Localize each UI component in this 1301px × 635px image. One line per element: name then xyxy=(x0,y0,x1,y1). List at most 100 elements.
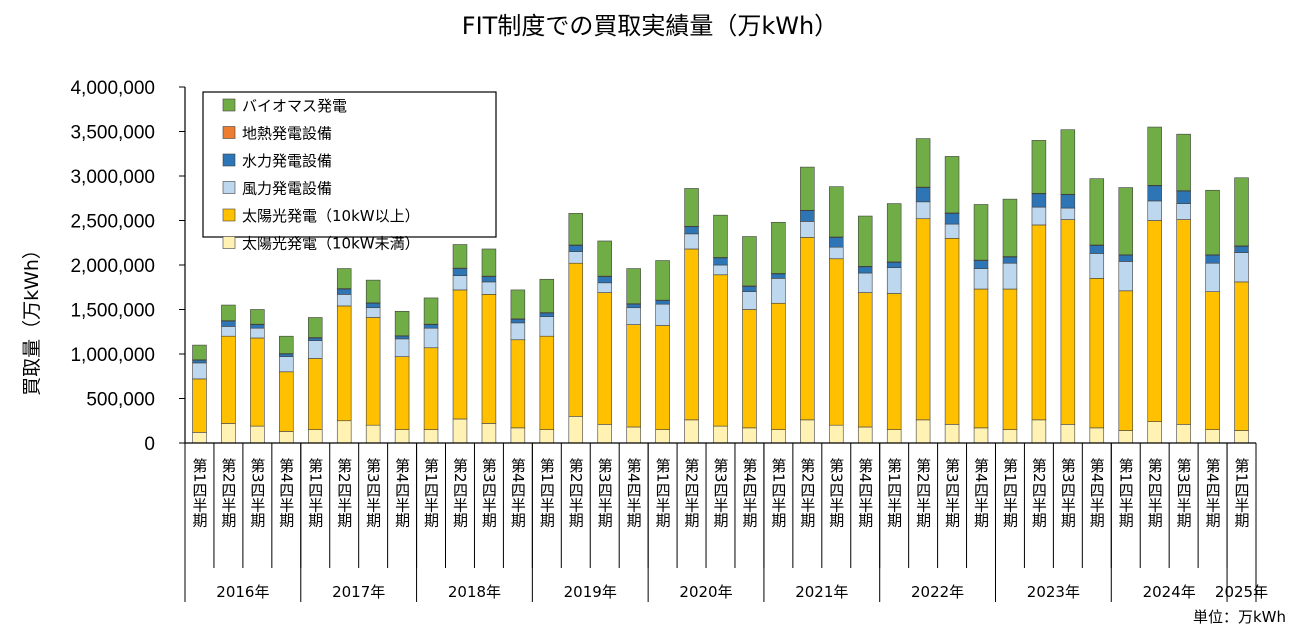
bar-segment xyxy=(800,210,815,222)
bar-segment xyxy=(1205,291,1220,430)
bar-segment xyxy=(192,362,207,380)
quarter-label: 第3四半期 xyxy=(596,457,614,529)
bar-segment xyxy=(1176,203,1191,220)
quarter-label: 第1四半期 xyxy=(1001,457,1019,529)
bar-segment xyxy=(1031,224,1047,421)
unit-label: 単位：万kWh xyxy=(1193,608,1286,626)
bar-segment xyxy=(1089,278,1105,429)
bar-segment xyxy=(279,371,294,432)
bar-segment xyxy=(192,378,207,433)
bar-segment xyxy=(365,317,381,426)
bar-segment xyxy=(1205,262,1220,293)
bar-segment xyxy=(1031,419,1047,444)
bar-segment xyxy=(250,425,265,444)
quarter-label: 第2四半期 xyxy=(798,457,816,529)
y-tick-label: 3,000,000 xyxy=(70,167,155,188)
y-tick-label: 1,000,000 xyxy=(70,345,155,366)
bars xyxy=(192,126,1249,444)
bar-segment xyxy=(1002,288,1018,430)
y-tick-label: 4,000,000 xyxy=(70,78,155,99)
bar-segment xyxy=(800,419,815,444)
quarter-label: 第4四半期 xyxy=(625,457,643,529)
bar-segment xyxy=(452,289,468,420)
bar-segment xyxy=(742,286,757,292)
bar-segment xyxy=(684,233,699,250)
bar-segment xyxy=(626,307,641,325)
bar-segment xyxy=(886,429,902,444)
legend-swatch xyxy=(222,153,236,167)
quarter-label: 第2四半期 xyxy=(1146,457,1164,529)
quarter-label: 第4四半期 xyxy=(1204,457,1222,529)
bar-segment xyxy=(394,335,410,340)
quarter-label: 第2四半期 xyxy=(914,457,932,529)
bar-segment xyxy=(539,335,555,430)
bar-segment xyxy=(481,281,497,295)
bar-segment xyxy=(597,276,612,284)
bar-segment xyxy=(597,240,612,277)
bar-segment xyxy=(221,320,236,327)
bar-segment xyxy=(1002,429,1018,444)
year-label: 2021年 xyxy=(795,583,848,601)
quarter-label: 第2四半期 xyxy=(451,457,469,529)
bar-segment xyxy=(742,427,757,444)
bar-segment xyxy=(829,186,844,238)
bar-segment xyxy=(1234,281,1249,431)
bar-segment xyxy=(857,266,873,274)
quarter-label: 第3四半期 xyxy=(827,457,845,529)
quarter-label: 第1四半期 xyxy=(306,457,324,529)
bar-segment xyxy=(336,305,352,422)
bar-segment xyxy=(915,201,931,220)
quarter-label: 第1四半期 xyxy=(769,457,787,529)
bar-segment xyxy=(973,204,989,261)
bar-segment xyxy=(452,244,468,269)
bar-segment xyxy=(1089,253,1105,279)
y-tick-labels: 0 500,000 1,000,000 1,500,000 2,000,000 2,500… xyxy=(70,78,185,455)
bar-segment xyxy=(886,267,902,294)
y-axis-title-group: 買取量（万kWh） xyxy=(21,240,43,396)
year-label: 2020年 xyxy=(679,583,732,601)
quarter-label: 第3四半期 xyxy=(480,457,498,529)
bar-segment xyxy=(1176,133,1191,191)
bar-segment xyxy=(655,429,670,444)
quarter-label: 第1四半期 xyxy=(422,457,440,529)
bar-segment xyxy=(655,300,670,305)
y-tick-label: 1,500,000 xyxy=(70,301,155,322)
bar-segment xyxy=(308,337,323,341)
bar-segment xyxy=(568,415,584,444)
axes xyxy=(184,87,1256,444)
quarter-label: 第1四半期 xyxy=(538,457,556,529)
quarter-label: 第4四半期 xyxy=(277,457,295,529)
quarter-label: 第4四半期 xyxy=(393,457,411,529)
bar-segment xyxy=(510,318,526,324)
bar-segment xyxy=(1147,200,1162,221)
bar-segment xyxy=(1060,424,1076,444)
bar-segment xyxy=(1002,198,1018,257)
bar-segment xyxy=(279,431,294,444)
bar-segment xyxy=(510,289,526,320)
legend-label: 太陽光発電（10kW未満） xyxy=(242,235,420,253)
y-tick-label: 3,500,000 xyxy=(70,123,155,144)
quarter-label: 第2四半期 xyxy=(683,457,701,529)
bar-segment xyxy=(886,203,902,263)
bar-segment xyxy=(771,221,786,274)
bar-segment xyxy=(771,302,786,430)
bar-segment xyxy=(944,213,960,225)
bar-segment xyxy=(568,213,584,246)
bar-segment xyxy=(279,356,294,373)
quarter-label: 第2四半期 xyxy=(219,457,237,529)
bar-segment xyxy=(915,218,931,421)
bar-segment xyxy=(597,424,612,444)
legend-label: 水力発電設備 xyxy=(242,152,332,170)
y-tick-label: 0 xyxy=(144,434,155,455)
bar-segment xyxy=(221,335,236,424)
legend-label: 太陽光発電（10kW以上） xyxy=(242,207,420,225)
bar-segment xyxy=(394,338,410,357)
bar-segment xyxy=(1147,220,1162,422)
bar-segment xyxy=(626,426,641,444)
bar-segment xyxy=(829,246,844,260)
bar-segment xyxy=(1176,190,1191,204)
bar-segment xyxy=(308,340,323,359)
bar-segment xyxy=(771,429,786,444)
bar-segment xyxy=(915,419,931,444)
bar-segment xyxy=(800,166,815,211)
